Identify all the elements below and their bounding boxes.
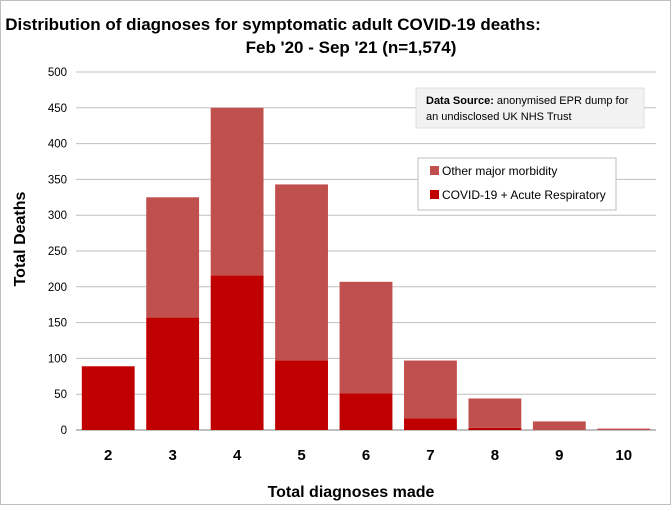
x-tick-labels: 2 3 4 5 6 7 8 9 10	[104, 447, 632, 464]
y-tick-label-50: 50	[54, 389, 67, 401]
y-tick-label-300: 300	[48, 210, 67, 222]
chart-title-line-2: Feb '20 - Sep '21 (n=1,574)	[246, 38, 457, 57]
legend-swatch-covid-acute	[430, 190, 439, 199]
y-tick-label-450: 450	[48, 103, 67, 115]
x-tick-label-4: 4	[233, 447, 242, 464]
y-tick-label-500: 500	[48, 67, 67, 79]
bar-covid-acute-8	[468, 427, 522, 430]
data-source-line-2: an undisclosed UK NHS Trust	[426, 111, 572, 123]
data-source-line-1: Data Source: anonymised EPR dump for	[426, 95, 629, 107]
legend-label-other-morbidity: Other major morbidity	[442, 164, 557, 178]
legend-swatch-other-morbidity	[430, 166, 439, 175]
data-source-label: Data Source:	[426, 95, 494, 107]
x-tick-label-3: 3	[168, 447, 176, 464]
y-tick-label-250: 250	[48, 246, 67, 258]
data-source-note: Data Source: anonymised EPR dump for an …	[415, 87, 645, 129]
y-axis-title: Total Deaths	[12, 191, 29, 286]
y-tick-label-100: 100	[48, 353, 67, 365]
bar-covid-acute-4	[210, 275, 264, 430]
legend: Other major morbidity COVID-19 + Acute R…	[417, 157, 617, 211]
bar-other-morbidity-8	[468, 398, 522, 428]
data-source-text-1: anonymised EPR dump for	[494, 95, 629, 107]
bar-other-morbidity-6	[339, 281, 393, 394]
y-tick-label-200: 200	[48, 282, 67, 294]
bars	[81, 107, 651, 430]
bar-covid-acute-3	[146, 317, 200, 430]
x-tick-label-7: 7	[426, 447, 434, 464]
bar-covid-acute-6	[339, 393, 393, 430]
legend-box	[417, 157, 617, 211]
bar-other-morbidity-5	[275, 184, 328, 361]
bar-covid-acute-2	[81, 366, 135, 430]
x-tick-label-10: 10	[615, 447, 632, 464]
bar-covid-acute-5	[275, 360, 328, 430]
y-tick-label-350: 350	[48, 174, 67, 186]
x-tick-label-6: 6	[362, 447, 370, 464]
x-tick-label-2: 2	[104, 447, 112, 464]
y-tick-label-150: 150	[48, 318, 67, 330]
x-tick-label-9: 9	[555, 447, 563, 464]
data-source-box	[415, 87, 645, 129]
x-tick-label-5: 5	[297, 447, 305, 464]
y-tick-labels: 0 50 100 150 200 250 300 350 400 450 500	[48, 67, 67, 437]
bar-other-morbidity-7	[404, 360, 457, 419]
bar-other-morbidity-10	[597, 428, 651, 430]
y-tick-label-0: 0	[61, 425, 67, 437]
bar-other-morbidity-3	[146, 197, 200, 318]
x-axis-title: Total diagnoses made	[268, 484, 435, 501]
chart-title-line-1: Distribution of diagnoses for symptomati…	[5, 15, 541, 34]
legend-label-covid-acute: COVID-19 + Acute Respiratory	[442, 188, 606, 202]
x-tick-label-8: 8	[491, 447, 499, 464]
bar-other-morbidity-9	[532, 421, 586, 430]
bar-covid-acute-7	[404, 418, 457, 430]
bar-other-morbidity-4	[210, 107, 264, 276]
y-tick-label-400: 400	[48, 139, 67, 151]
